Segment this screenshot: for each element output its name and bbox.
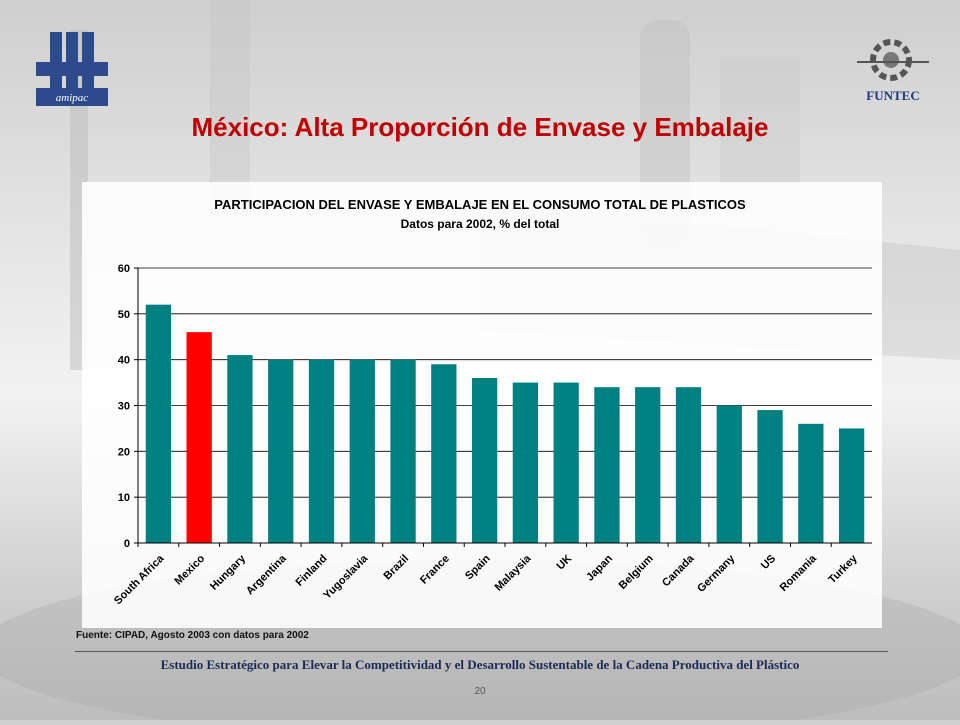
bar-yugoslavia <box>349 359 375 543</box>
bar-france <box>431 364 457 543</box>
grid-lines <box>138 267 872 498</box>
amipac-logo-text: amipac <box>56 92 89 104</box>
y-tick-label: 60 <box>118 263 130 275</box>
funtec-logo <box>857 38 929 91</box>
slide-title: México: Alta Proporción de Envase y Emba… <box>191 112 769 142</box>
bar-hungary <box>227 355 253 543</box>
bar-mexico <box>186 332 212 543</box>
chart-title: PARTICIPACION DEL ENVASE Y EMBALAJE EN E… <box>214 197 746 212</box>
bar-canada <box>675 387 702 543</box>
y-tick-label: 20 <box>118 446 130 458</box>
y-tick-label: 0 <box>124 538 130 550</box>
bar-us <box>757 410 783 543</box>
bar-finland <box>308 359 335 543</box>
funtec-gear-icon <box>857 39 929 81</box>
amipac-logo: amipac <box>36 32 108 112</box>
y-tick-label: 10 <box>118 492 130 504</box>
funtec-logo-label: FUNTEC <box>866 88 920 103</box>
bar-spain <box>471 378 498 543</box>
page-number: 20 <box>474 686 486 697</box>
footer-text: Estudio Estratégico para Elevar la Compe… <box>160 657 800 672</box>
bar-belgium <box>635 387 661 543</box>
bar-germany <box>716 405 742 543</box>
amipac-logo-mark: amipac <box>36 32 108 106</box>
bars <box>145 304 865 543</box>
footer-divider <box>75 651 888 652</box>
bar-romania <box>798 423 824 543</box>
bar-turkey <box>838 428 865 543</box>
y-tick-label: 40 <box>118 355 130 367</box>
y-tick-label: 50 <box>118 309 130 321</box>
bar-south-africa <box>145 304 172 543</box>
y-tick-labels: 0 10 20 30 40 50 60 <box>118 263 138 550</box>
chart-subtitle: Datos para 2002, % del total <box>401 217 560 231</box>
y-tick-label: 30 <box>118 401 130 413</box>
bar-malaysia <box>512 382 539 543</box>
bar-argentina <box>268 359 294 543</box>
source-note: Fuente: CIPAD, Agosto 2003 con datos par… <box>76 630 309 641</box>
bar-uk <box>553 382 579 543</box>
bar-japan <box>594 387 620 543</box>
bar-brazil <box>390 359 416 543</box>
